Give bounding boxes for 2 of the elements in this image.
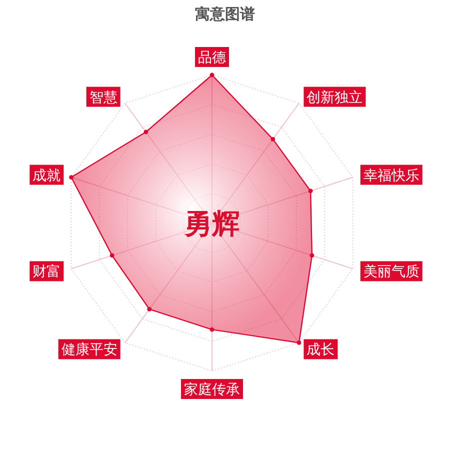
annotation: 勇辉 <box>184 207 240 240</box>
title: 寓意图谱 <box>195 5 255 23</box>
